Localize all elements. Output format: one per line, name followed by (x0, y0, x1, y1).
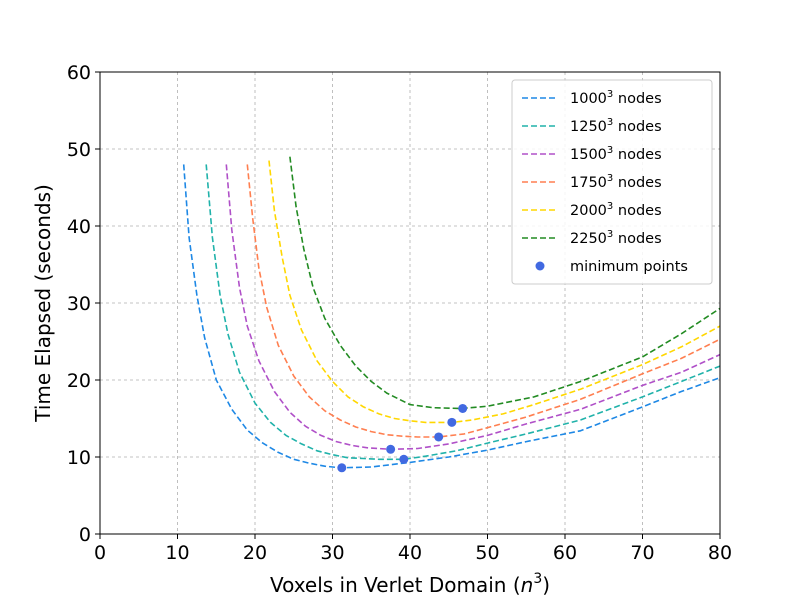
y-tick-label: 0 (79, 524, 91, 546)
legend-item: 17503 nodes (522, 173, 662, 191)
legend-label: 22503 nodes (570, 229, 662, 247)
minimum-point (399, 454, 409, 464)
axis-ticks: 0 10 20 30 40 50 60 70 80 0 10 20 30 40 50 60 (67, 62, 732, 564)
minimum-point (434, 432, 444, 442)
minimum-point (337, 463, 347, 473)
legend-item: minimum points (535, 259, 688, 275)
legend-label: 15003 nodes (570, 145, 662, 163)
x-tick-label: 80 (708, 542, 732, 564)
legend-item: 15003 nodes (522, 145, 662, 163)
x-tick-label: 0 (94, 542, 106, 564)
x-tick-label: 20 (243, 542, 267, 564)
series-line-1750 (246, 164, 721, 438)
minimum-point (386, 444, 396, 454)
x-tick-label: 10 (165, 542, 189, 564)
minimum-point (447, 417, 457, 427)
x-tick-label: 50 (475, 542, 499, 564)
legend-item: 12503 nodes (522, 117, 662, 135)
legend-label: 17503 nodes (570, 173, 662, 191)
x-axis-title: Voxels in Verlet Domain (n3) (270, 571, 550, 597)
x-tick-label: 70 (630, 542, 654, 564)
series-line-2250 (289, 156, 721, 410)
legend-label: minimum points (570, 259, 688, 275)
y-tick-label: 60 (67, 62, 91, 84)
legend-item: 10003 nodes (522, 89, 662, 107)
legend-label: 10003 nodes (570, 89, 662, 107)
series-line-2000 (268, 160, 721, 424)
y-tick-label: 50 (67, 139, 91, 161)
y-axis-title: Time Elapsed (seconds) (31, 184, 55, 423)
y-tick-label: 40 (67, 216, 91, 238)
series-line-1500 (225, 164, 721, 451)
y-tick-label: 20 (67, 370, 91, 392)
legend-label: 12503 nodes (570, 117, 662, 135)
series-lines (182, 156, 721, 469)
legend-item: 20003 nodes (522, 201, 662, 219)
legend-box (511, 79, 713, 285)
y-tick-label: 10 (67, 447, 91, 469)
legend-item: 22503 nodes (522, 229, 662, 247)
minimum-point (458, 403, 468, 413)
x-tick-label: 30 (320, 542, 344, 564)
legend-label: 20003 nodes (570, 201, 662, 219)
y-tick-label: 30 (67, 293, 91, 315)
legend-swatch (535, 261, 545, 271)
x-tick-label: 40 (398, 542, 422, 564)
legend: 10003 nodes 12503 nodes 15003 nodes 17503 n… (511, 79, 713, 285)
x-tick-label: 60 (553, 542, 577, 564)
series-line-1000 (182, 164, 721, 469)
minimum-points (337, 403, 468, 473)
